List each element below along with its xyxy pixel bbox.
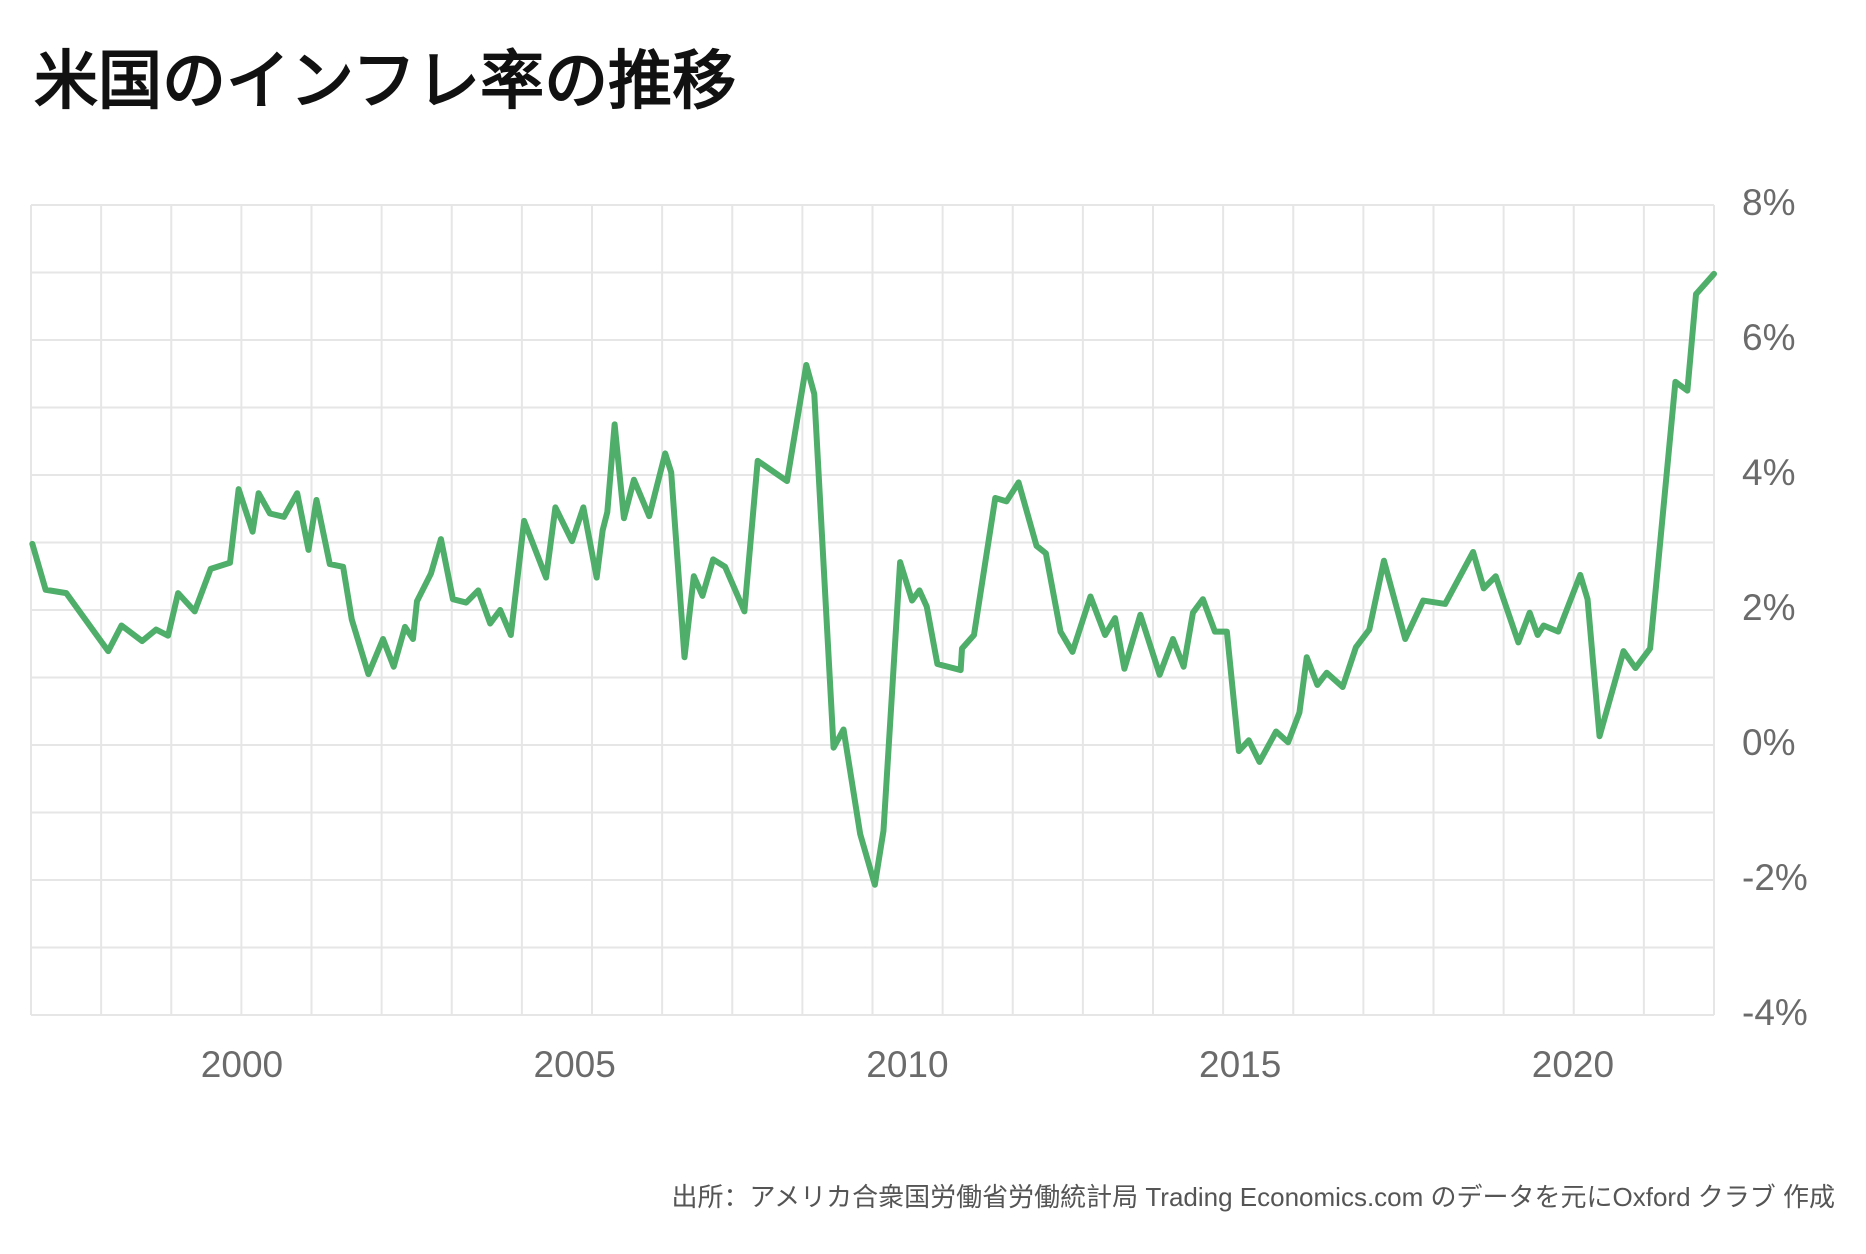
grid xyxy=(30,204,1715,1016)
y-tick-label: 0% xyxy=(1742,722,1795,763)
y-tick-label: 6% xyxy=(1742,317,1795,358)
inflation-line xyxy=(29,270,1717,888)
source-note: 出所：アメリカ合衆国労働省労働統計局 Trading Economics.com… xyxy=(671,1182,1835,1212)
y-tick-label: 2% xyxy=(1742,587,1795,628)
chart-title: 米国のインフレ率の推移 xyxy=(34,45,736,117)
x-tick-label: 2010 xyxy=(866,1044,948,1085)
x-tick-label: 2005 xyxy=(534,1044,616,1085)
y-tick-label: -2% xyxy=(1742,857,1808,898)
y-tick-label: 4% xyxy=(1742,452,1795,493)
x-tick-label: 2020 xyxy=(1532,1044,1614,1085)
y-tick-label: 8% xyxy=(1742,182,1795,223)
x-tick-label: 2000 xyxy=(201,1044,283,1085)
x-tick-label: 2015 xyxy=(1199,1044,1281,1085)
y-tick-label: -4% xyxy=(1742,992,1808,1033)
